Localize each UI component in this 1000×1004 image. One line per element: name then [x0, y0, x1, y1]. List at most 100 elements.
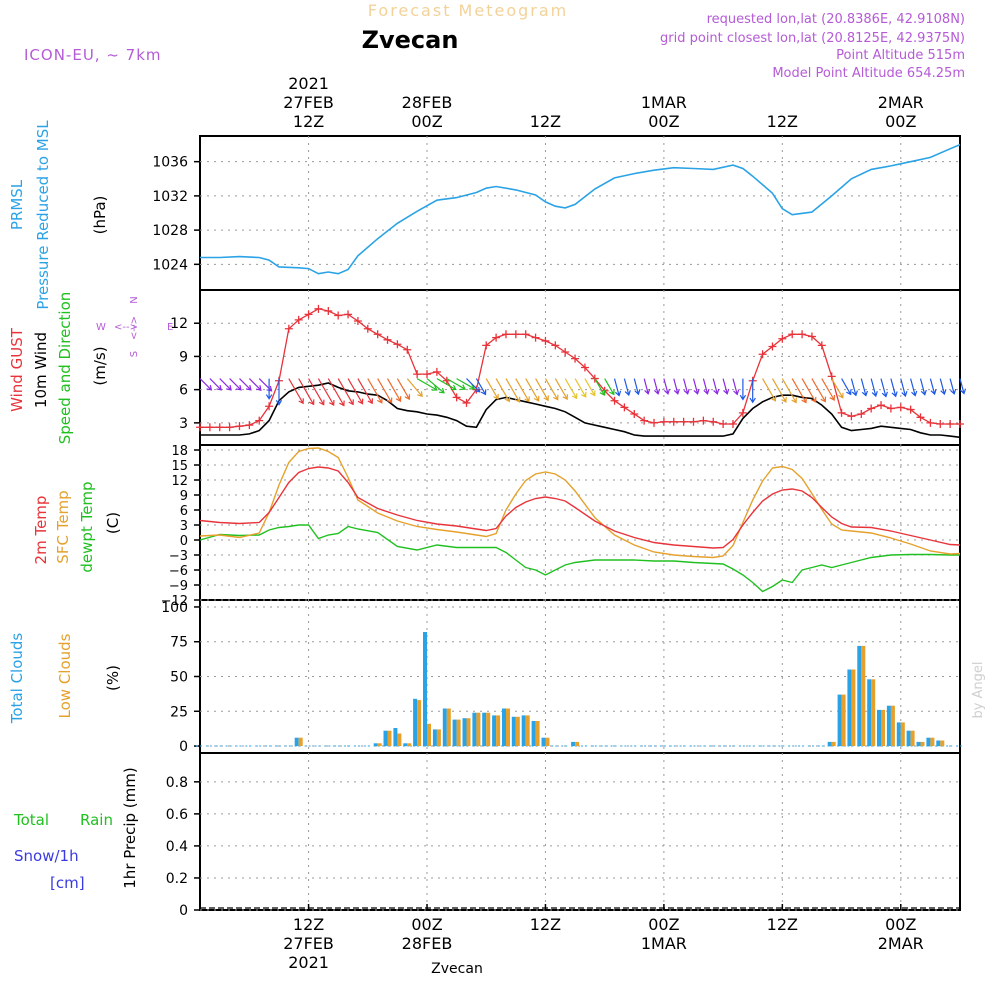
wind-arrow	[495, 378, 511, 403]
wind-arrow	[870, 378, 878, 398]
x-label-top: 00Z	[648, 112, 679, 131]
low-cloud-bar	[427, 723, 431, 747]
wind-arrow	[317, 378, 335, 406]
low-clouds-label: Low Clouds	[56, 633, 74, 718]
gust-marker	[482, 341, 491, 350]
gust-marker	[689, 417, 698, 426]
wind-arrow	[229, 378, 242, 391]
subtitle: Forecast Meteogram	[368, 1, 568, 20]
y-tick-label: 6	[179, 383, 188, 399]
low-cloud-bar	[506, 708, 510, 747]
x-label-bottom: 00Z	[648, 915, 679, 934]
wind-arrow	[959, 378, 967, 395]
gust-marker	[659, 417, 668, 426]
gust-marker	[896, 403, 905, 412]
y-tick-label: −9	[169, 579, 188, 594]
wind-arrow	[604, 378, 615, 396]
total-cloud-bar	[906, 730, 911, 746]
wind-arrow	[801, 378, 817, 403]
gust-marker	[620, 403, 629, 412]
total-cloud-bar	[877, 709, 881, 747]
model-name: ICON-EU, ~ 7km	[24, 46, 162, 64]
gust-marker	[571, 354, 580, 363]
gust-marker	[679, 417, 688, 426]
precip-axis-label: 1hr Precip (mm)	[121, 767, 139, 888]
gust-marker	[373, 330, 382, 339]
low-cloud-bar	[446, 708, 451, 747]
total-cloud-bar	[403, 743, 408, 747]
gust-marker	[877, 401, 886, 410]
x-label-top: 12Z	[767, 112, 798, 131]
gust-marker	[847, 412, 856, 421]
rain-word-label: Rain	[80, 811, 113, 829]
x-label-top: 28FEB	[402, 93, 453, 112]
gust-marker	[403, 345, 412, 354]
x-label-top: 2021	[288, 74, 329, 93]
wind-arrow	[831, 378, 844, 399]
wind-arrow	[426, 378, 445, 394]
y-tick-label: −6	[169, 564, 188, 579]
pressure-unit: (hPa)	[91, 196, 109, 235]
total-cloud-bar	[472, 712, 477, 747]
wind-arrow	[406, 378, 423, 398]
compass-rose: W <--> E N <--> S	[96, 296, 173, 357]
low-cloud-bar	[861, 645, 866, 746]
total-cloud-bar	[886, 705, 891, 746]
low-cloud-bar	[496, 715, 501, 746]
gust-marker	[699, 416, 708, 425]
wind-arrow	[781, 378, 797, 404]
y-tick-label: −12	[161, 594, 188, 609]
gust-marker	[807, 332, 816, 341]
wind-arrow	[683, 378, 690, 395]
low-cloud-bar	[476, 712, 481, 747]
sfc-temp-line	[199, 447, 961, 559]
wind-arrow	[416, 378, 438, 391]
low-cloud-bar	[387, 730, 392, 746]
gust-marker	[294, 315, 303, 324]
gust-marker	[768, 342, 777, 351]
y-tick-label: 1036	[152, 155, 188, 171]
wind-arrow	[347, 378, 364, 405]
wind-speed-line	[200, 382, 961, 439]
y-tick-label: 9	[180, 489, 188, 504]
total-cloud-bar	[896, 722, 901, 746]
y-tick-label: 75	[170, 635, 188, 651]
temp-sfc-label: SFC Temp	[54, 490, 72, 563]
x-label-top: 00Z	[411, 112, 442, 131]
y-tick-label: 0.2	[166, 871, 188, 887]
wind-dir-label: Speed and Direction	[56, 292, 74, 445]
chart-marks: 102410281032103636912−12−9−6−30369121518…	[152, 74, 967, 972]
low-cloud-bar	[900, 722, 905, 746]
gust-marker	[196, 423, 204, 432]
gust-label: Wind GUST	[8, 327, 26, 412]
gust-marker	[245, 421, 254, 430]
gust-marker	[640, 416, 649, 425]
gust-marker	[511, 330, 520, 339]
low-cloud-bar	[515, 716, 520, 746]
model-altitude: Model Point Altitude 654.25m	[772, 66, 965, 81]
gust-marker	[413, 370, 422, 379]
x-label-top: 12Z	[293, 112, 324, 131]
low-cloud-bar	[456, 719, 461, 746]
x-label-bottom: 12Z	[767, 915, 798, 934]
grid-point-coords: grid point closest lon,lat (20.8125E, 42…	[660, 31, 965, 46]
wind-arrow	[584, 378, 596, 397]
gust-marker	[363, 324, 372, 333]
total-cloud-bar	[462, 718, 467, 746]
gust-marker	[541, 336, 550, 345]
low-cloud-bar	[397, 733, 402, 746]
wind-arrow	[762, 378, 777, 402]
gust-marker	[531, 333, 540, 342]
gust-marker	[225, 423, 234, 432]
y-tick-label: 9	[179, 349, 188, 365]
wind-arrow	[554, 378, 568, 401]
pressure-line	[200, 143, 961, 275]
wind-arrow	[841, 378, 852, 396]
wind-arrow	[515, 378, 530, 403]
wind-arrow	[623, 378, 631, 397]
wind-arrow	[890, 378, 898, 398]
low-cloud-bar	[417, 700, 422, 746]
wind-arrow	[485, 378, 499, 400]
gust-marker	[265, 402, 274, 411]
